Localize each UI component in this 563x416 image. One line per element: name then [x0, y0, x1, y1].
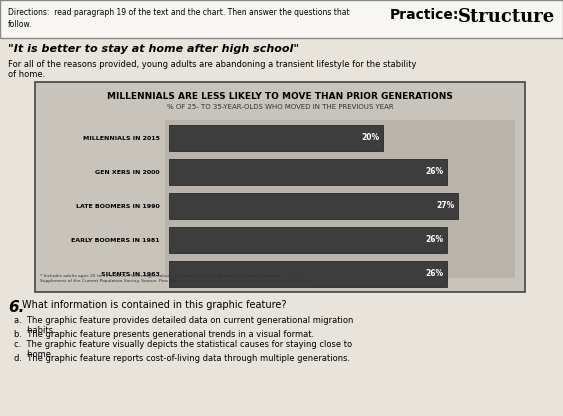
Text: "It is better to stay at home after high school": "It is better to stay at home after high… — [8, 44, 299, 54]
Text: of home.: of home. — [8, 70, 45, 79]
Text: LATE BOOMERS IN 1990: LATE BOOMERS IN 1990 — [76, 203, 160, 208]
Bar — [169, 193, 458, 219]
Bar — [169, 261, 447, 287]
Text: EARLY BOOMERS IN 1981: EARLY BOOMERS IN 1981 — [72, 238, 160, 243]
Text: b.  The graphic feature presents generational trends in a visual format.: b. The graphic feature presents generati… — [14, 330, 314, 339]
Text: 26%: 26% — [426, 235, 444, 245]
Bar — [169, 125, 383, 151]
Text: MILLENNIALS ARE LESS LIKELY TO MOVE THAN PRIOR GENERATIONS: MILLENNIALS ARE LESS LIKELY TO MOVE THAN… — [107, 92, 453, 101]
Bar — [165, 120, 515, 278]
Text: c.  The graphic feature visually depicts the statistical causes for staying clos: c. The graphic feature visually depicts … — [14, 340, 352, 359]
Text: 27%: 27% — [436, 201, 454, 210]
Text: GEN XERS IN 2000: GEN XERS IN 2000 — [95, 169, 160, 174]
Text: * Includes adults ages 25 to 35 in 2015. Percentages calculated from data in the: * Includes adults ages 25 to 35 in 2015.… — [40, 274, 308, 282]
Text: 26%: 26% — [426, 168, 444, 176]
Text: 20%: 20% — [361, 134, 380, 143]
Text: a.  The graphic feature provides detailed data on current generational migration: a. The graphic feature provides detailed… — [14, 316, 354, 335]
Bar — [169, 227, 447, 253]
Bar — [169, 159, 447, 185]
Text: % OF 25- TO 35-YEAR-OLDS WHO MOVED IN THE PREVIOUS YEAR: % OF 25- TO 35-YEAR-OLDS WHO MOVED IN TH… — [167, 104, 394, 110]
Text: MILLENNIALS IN 2015: MILLENNIALS IN 2015 — [83, 136, 160, 141]
Text: SILENTS IN 1963: SILENTS IN 1963 — [101, 272, 160, 277]
Text: What information is contained in this graphic feature?: What information is contained in this gr… — [22, 300, 287, 310]
Text: For all of the reasons provided, young adults are abandoning a transient lifesty: For all of the reasons provided, young a… — [8, 60, 417, 69]
Text: 26%: 26% — [426, 270, 444, 278]
Bar — [0, 0, 563, 38]
Bar — [35, 82, 525, 292]
Text: Structure: Structure — [458, 8, 555, 26]
Text: d.  The graphic feature reports cost-of-living data through multiple generations: d. The graphic feature reports cost-of-l… — [14, 354, 350, 363]
Text: follow.: follow. — [8, 20, 33, 29]
Text: Practice:: Practice: — [390, 8, 459, 22]
Text: Directions:  read paragraph 19 of the text and the chart. Then answer the questi: Directions: read paragraph 19 of the tex… — [8, 8, 350, 17]
Text: 6.: 6. — [8, 300, 24, 315]
